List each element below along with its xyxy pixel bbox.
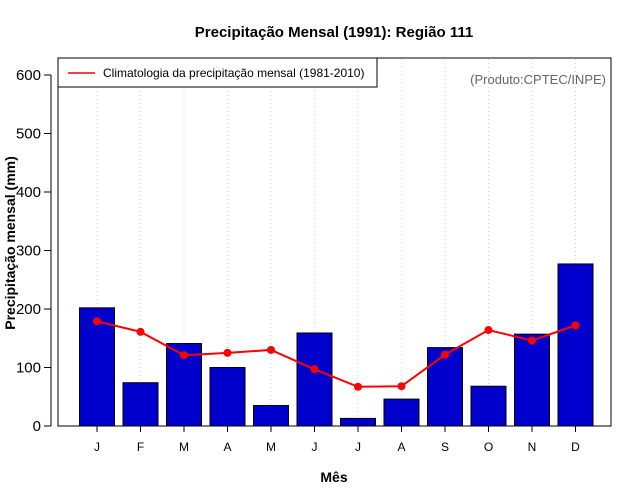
precip-bar (296, 332, 333, 427)
y-tick-label: 200 (16, 301, 41, 318)
precip-bar (209, 367, 246, 427)
y-axis-label: Precipitação mensal (mm) (2, 156, 18, 330)
climatology-point (136, 327, 145, 336)
precip-bar (427, 347, 463, 427)
precip-bar (383, 398, 420, 427)
x-tick-label: J (94, 440, 100, 454)
x-tick-label: O (484, 440, 493, 454)
climatology-point (93, 317, 101, 326)
x-tick-label: D (571, 440, 580, 454)
x-tick-label: A (223, 440, 231, 454)
precip-bar (470, 385, 507, 427)
precip-bar (79, 307, 115, 427)
precip-bar (557, 263, 594, 427)
climatology-point (397, 382, 406, 391)
y-tick-label: 400 (16, 184, 41, 201)
y-tick-label: 600 (16, 67, 41, 84)
legend-box (57, 57, 378, 88)
climatology-point (571, 321, 580, 330)
x-tick-label: A (397, 440, 405, 454)
climatology-point (223, 348, 232, 357)
climatology-point (354, 382, 362, 391)
x-tick-label: M (266, 440, 276, 454)
climatology-point (484, 326, 493, 335)
x-tick-label: N (528, 440, 537, 454)
x-axis-label: Mês (320, 469, 347, 485)
chart-title: Precipitação Mensal (1991): Região 111 (195, 24, 473, 41)
y-tick-label: 300 (16, 243, 41, 260)
precip-bar (340, 417, 376, 427)
climatology-point (528, 336, 536, 345)
climatology-point (180, 351, 188, 360)
x-tick-label: F (137, 440, 144, 454)
precip-bar (253, 405, 289, 427)
precip-bar (122, 382, 159, 427)
x-tick-label: J (312, 440, 318, 454)
y-tick-label: 500 (16, 126, 41, 143)
climatology-point (267, 345, 275, 354)
credit-text: (Produto:CPTEC/INPE) (470, 72, 606, 87)
y-axis: 0 100 200 300 400 500 600 (16, 67, 52, 435)
climatology-point (310, 365, 319, 374)
x-tick-label: M (179, 440, 189, 454)
x-tick-label: S (441, 440, 449, 454)
legend: Climatologia da precipitação mensal (198… (57, 57, 378, 88)
precip-bar (514, 333, 550, 427)
x-tick-label: J (355, 440, 361, 454)
climatology-series (93, 317, 580, 391)
climatology-line (96, 320, 576, 388)
climatology-point (441, 350, 449, 359)
bar-series (79, 263, 594, 427)
legend-label: Climatologia da precipitação mensal (198… (103, 66, 364, 80)
y-tick-label: 100 (16, 360, 41, 377)
y-tick-label: 0 (33, 418, 41, 435)
